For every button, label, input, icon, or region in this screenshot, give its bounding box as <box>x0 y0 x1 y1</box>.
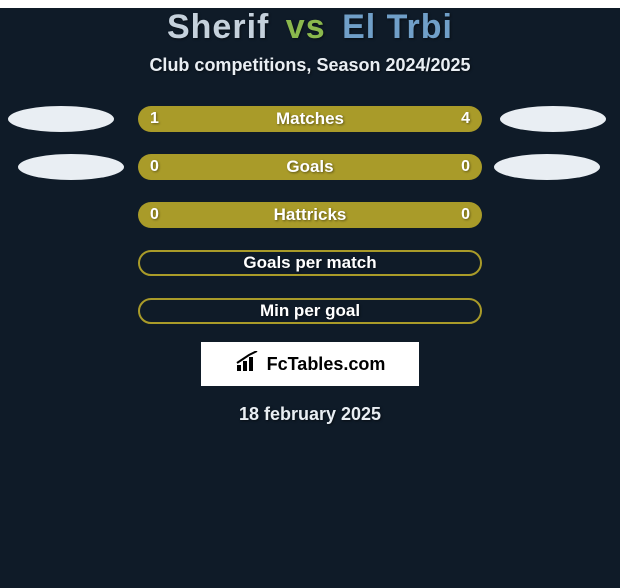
bar-fill-left <box>138 202 310 228</box>
stat-right-value: 4 <box>461 110 470 128</box>
stat-rows: 14Matches00Goals00HattricksGoals per mat… <box>0 106 620 324</box>
card-subtitle: Club competitions, Season 2024/2025 <box>0 55 620 76</box>
card-title: Sherif vs El Trbi <box>0 8 620 47</box>
stat-row: 14Matches <box>0 106 620 132</box>
stat-left-value: 0 <box>150 206 159 224</box>
stat-row: Goals per match <box>0 250 620 276</box>
left-ellipse <box>18 154 124 180</box>
date-line: 18 february 2025 <box>0 404 620 425</box>
bar-fill-right <box>200 106 482 132</box>
brand-chart-icon <box>235 351 261 378</box>
stat-bar: 00Hattricks <box>138 202 482 228</box>
vs-separator: vs <box>286 8 326 46</box>
stat-bar: Goals per match <box>138 250 482 276</box>
stat-label: Min per goal <box>140 301 480 321</box>
stat-row: 00Hattricks <box>0 202 620 228</box>
bar-fill-left <box>138 154 310 180</box>
stat-label: Goals per match <box>140 253 480 273</box>
stats-card: Sherif vs El Trbi Club competitions, Sea… <box>0 8 620 588</box>
bar-fill-right <box>310 202 482 228</box>
brand-box[interactable]: FcTables.com <box>201 342 419 386</box>
stat-bar: 00Goals <box>138 154 482 180</box>
stat-row: Min per goal <box>0 298 620 324</box>
left-ellipse <box>8 106 114 132</box>
stat-bar: Min per goal <box>138 298 482 324</box>
right-ellipse <box>500 106 606 132</box>
stat-left-value: 1 <box>150 110 159 128</box>
stat-bar: 14Matches <box>138 106 482 132</box>
stat-right-value: 0 <box>461 206 470 224</box>
brand-text: FcTables.com <box>267 354 386 375</box>
bar-fill-right <box>310 154 482 180</box>
stat-row: 00Goals <box>0 154 620 180</box>
stat-right-value: 0 <box>461 158 470 176</box>
bar-fill-left <box>138 106 200 132</box>
player1-name: Sherif <box>167 8 269 46</box>
player2-name: El Trbi <box>342 8 453 46</box>
right-ellipse <box>494 154 600 180</box>
stat-left-value: 0 <box>150 158 159 176</box>
